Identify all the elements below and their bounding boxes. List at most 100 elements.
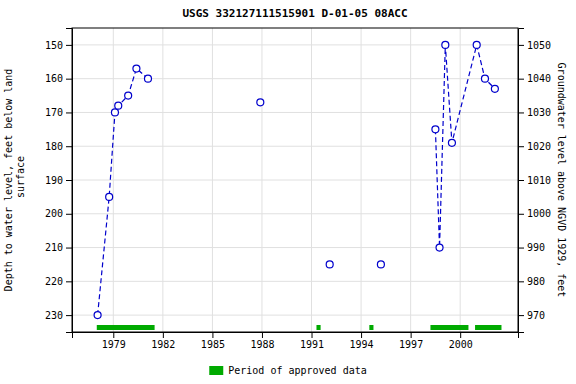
tick-mark xyxy=(66,315,72,316)
title: USGS 332127111515901 D-01-05 08ACC xyxy=(182,7,407,20)
tick: 1991 xyxy=(300,332,324,350)
tick-mark xyxy=(66,45,72,46)
markers xyxy=(432,41,498,251)
markers xyxy=(326,261,333,268)
tick: 1988 xyxy=(250,332,274,350)
markers xyxy=(94,65,151,319)
legend-label: Period of approved data xyxy=(228,365,366,376)
grid-line xyxy=(72,281,518,282)
tick: 180 xyxy=(45,141,72,152)
tick: 1010 xyxy=(518,175,551,186)
tick: 970 xyxy=(518,310,545,321)
tick: 1050 xyxy=(518,40,551,51)
tick-label: 1997 xyxy=(399,339,423,350)
tick: 200 xyxy=(45,208,72,219)
tick: 1030 xyxy=(518,107,551,118)
tick-label: 1985 xyxy=(201,339,225,350)
tick-label: 220 xyxy=(45,276,63,287)
marker xyxy=(133,65,140,72)
tick-mark xyxy=(361,332,362,338)
tick: 1979 xyxy=(102,332,126,350)
tick-label: 200 xyxy=(45,208,63,219)
grid-line xyxy=(72,247,518,248)
plot: 1979198219851988199119941997200015016017… xyxy=(45,28,551,350)
tick-mark xyxy=(262,332,263,338)
tick-mark xyxy=(66,146,72,147)
approved-period xyxy=(430,325,468,330)
marker xyxy=(257,99,264,106)
tick-label: 1010 xyxy=(527,175,551,186)
axis-line xyxy=(73,333,519,339)
tick: 1985 xyxy=(201,332,225,350)
tick-label: 1979 xyxy=(102,339,126,350)
tick-mark xyxy=(113,332,114,338)
tick-label: 190 xyxy=(45,175,63,186)
tick: 190 xyxy=(45,175,72,186)
tick-label: 1991 xyxy=(300,339,324,350)
tick-mark xyxy=(66,180,72,181)
marker xyxy=(491,85,498,92)
line xyxy=(435,45,494,248)
tick-label: 230 xyxy=(45,310,63,321)
tick-mark xyxy=(66,112,72,113)
markers xyxy=(377,261,384,268)
tick-label: 210 xyxy=(45,242,63,253)
tick-mark xyxy=(411,332,412,338)
marker xyxy=(144,75,151,82)
tick-label: 1994 xyxy=(350,339,374,350)
tick-mark xyxy=(518,45,524,46)
tick: 1982 xyxy=(151,332,175,350)
tick: 2000 xyxy=(449,332,473,350)
marker xyxy=(448,139,455,146)
tick-label: 1040 xyxy=(527,73,551,84)
tick-mark xyxy=(518,112,524,113)
tick-mark xyxy=(66,214,72,215)
tick-label: 1988 xyxy=(250,339,274,350)
tick-label: 1030 xyxy=(527,107,551,118)
tick: 1020 xyxy=(518,141,551,152)
tick: 1994 xyxy=(350,332,374,350)
tick-mark xyxy=(312,332,313,338)
marker xyxy=(481,75,488,82)
approved-period xyxy=(316,325,320,330)
marker xyxy=(106,193,113,200)
tick-label: 1020 xyxy=(527,141,551,152)
grid-line xyxy=(72,213,518,214)
grid-line xyxy=(72,180,518,181)
grid-line xyxy=(72,112,518,113)
tick-label: 970 xyxy=(527,310,545,321)
tick-label: 150 xyxy=(45,40,63,51)
approved-period xyxy=(475,325,501,330)
tick: 220 xyxy=(45,276,72,287)
y2-axis-title: Groundwater level above NGVD 1929, feet xyxy=(556,63,567,298)
tick-label: 1982 xyxy=(151,339,175,350)
tick-mark xyxy=(163,332,164,338)
tick-label: 170 xyxy=(45,107,63,118)
marker xyxy=(111,109,118,116)
y-axis-title: Depth to water level, feet below land su… xyxy=(3,69,26,292)
tick-mark xyxy=(518,180,524,181)
chart: 1979198219851988199119941997200015016017… xyxy=(0,0,576,384)
tick-label: 180 xyxy=(45,141,63,152)
approved-period xyxy=(369,325,373,330)
tick: 1040 xyxy=(518,73,551,84)
tick: 990 xyxy=(518,242,545,253)
tick-mark xyxy=(460,332,461,338)
tick-mark xyxy=(66,79,72,80)
tick-mark xyxy=(66,281,72,282)
grid xyxy=(72,28,518,332)
tick-mark xyxy=(518,315,524,316)
axis-line xyxy=(519,29,525,333)
tick-mark xyxy=(518,248,524,249)
grid-line xyxy=(72,44,518,45)
tick: 1997 xyxy=(399,332,423,350)
y2-axis: 970980990100010101020103010401050 xyxy=(518,29,551,333)
marker xyxy=(115,102,122,109)
x-axis: 1979 1982 1985 1988 1991 1994 1997 2000 xyxy=(73,332,519,350)
tick-mark xyxy=(518,79,524,80)
markers xyxy=(257,99,264,106)
tick: 150 xyxy=(45,40,72,51)
legend: Period of approved data xyxy=(209,365,366,376)
tick-mark xyxy=(66,248,72,249)
grid-line xyxy=(72,78,518,79)
